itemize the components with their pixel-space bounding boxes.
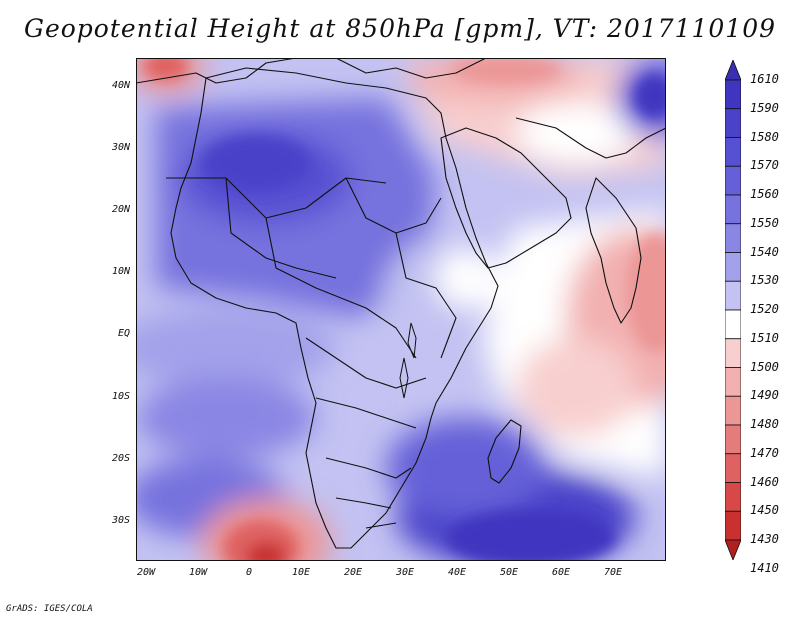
lon-label-50E: 50E xyxy=(499,567,519,578)
lon-label-20W: 20W xyxy=(136,567,156,578)
colorbar-segment xyxy=(725,424,741,455)
colorbar-segment xyxy=(725,280,741,311)
colorbar-segment xyxy=(725,165,741,196)
lake-outlines xyxy=(399,322,417,399)
lon-label-0: 0 xyxy=(245,567,253,578)
lat-label-20S: 20S xyxy=(111,453,130,464)
colorbar-segment xyxy=(725,367,741,397)
colorbar-label: 1450 xyxy=(750,503,779,518)
colorbar-segment xyxy=(725,223,741,253)
lat-label-10S: 10S xyxy=(111,391,130,402)
colorbar-segment xyxy=(725,252,741,282)
lat-label-30S: 30S xyxy=(111,515,130,526)
lon-label-20E: 20E xyxy=(343,567,363,578)
colorbar-segment xyxy=(725,309,741,340)
colorbar-label: 1510 xyxy=(750,330,779,345)
grads-credit: GrADS: IGES/COLA xyxy=(6,604,93,614)
coastline-outlines xyxy=(136,58,666,549)
colorbar-label: 1580 xyxy=(750,129,779,144)
map-title: Geopotential Height at 850hPa [gpm], VT:… xyxy=(23,14,777,43)
geopotential-height-field xyxy=(136,58,666,561)
colorbar-segment-bottom xyxy=(725,539,741,560)
colorbar-segment xyxy=(725,482,741,512)
map-frame xyxy=(136,58,666,561)
lat-label-20N: 20N xyxy=(111,204,130,215)
colorbar-segment xyxy=(725,137,741,167)
lon-label-60E: 60E xyxy=(551,567,571,578)
colorbar-label: 1490 xyxy=(750,388,779,403)
colorbar-segment-top xyxy=(725,60,741,81)
colorbar-label: 1530 xyxy=(750,273,779,288)
colorbar-label: 1460 xyxy=(750,474,779,489)
colorbar-segment xyxy=(725,395,741,426)
colorbar-segment xyxy=(725,453,741,483)
colorbar-segment xyxy=(725,338,741,368)
lon-label-70E: 70E xyxy=(603,567,623,578)
colorbar-segment xyxy=(725,79,741,110)
colorbar-label: 1550 xyxy=(750,215,779,230)
colorbar-segment xyxy=(725,194,741,225)
lon-label-10E: 10E xyxy=(291,567,311,578)
colorbar-label: 1480 xyxy=(750,417,779,431)
lat-label-eq: EQ xyxy=(117,328,130,339)
colorbar xyxy=(725,60,741,560)
lat-label-30N: 30N xyxy=(111,142,130,153)
colorbar-label: 1410 xyxy=(750,560,779,575)
colorbar-label: 1500 xyxy=(750,359,779,374)
colorbar-label: 1610 xyxy=(750,72,779,86)
colorbar-label: 1430 xyxy=(750,532,779,546)
lat-label-10N: 10N xyxy=(111,266,130,277)
colorbar-label: 1540 xyxy=(750,244,779,259)
colorbar-label: 1590 xyxy=(750,100,779,115)
lat-label-40N: 40N xyxy=(111,80,130,91)
colorbar-segment xyxy=(725,510,741,541)
colorbar-segment xyxy=(725,108,741,138)
map-plot-area xyxy=(136,58,666,561)
lon-label-30E: 30E xyxy=(395,567,415,578)
colorbar-label: 1560 xyxy=(750,187,779,201)
colorbar-label: 1520 xyxy=(750,302,779,316)
colorbar-label: 1570 xyxy=(750,158,779,173)
colorbar-label: 1470 xyxy=(750,445,779,460)
lon-label-10W: 10W xyxy=(188,567,208,578)
lon-label-40E: 40E xyxy=(447,567,467,578)
